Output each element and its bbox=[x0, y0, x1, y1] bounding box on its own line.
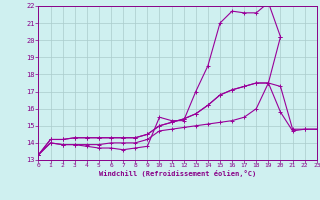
X-axis label: Windchill (Refroidissement éolien,°C): Windchill (Refroidissement éolien,°C) bbox=[99, 170, 256, 177]
